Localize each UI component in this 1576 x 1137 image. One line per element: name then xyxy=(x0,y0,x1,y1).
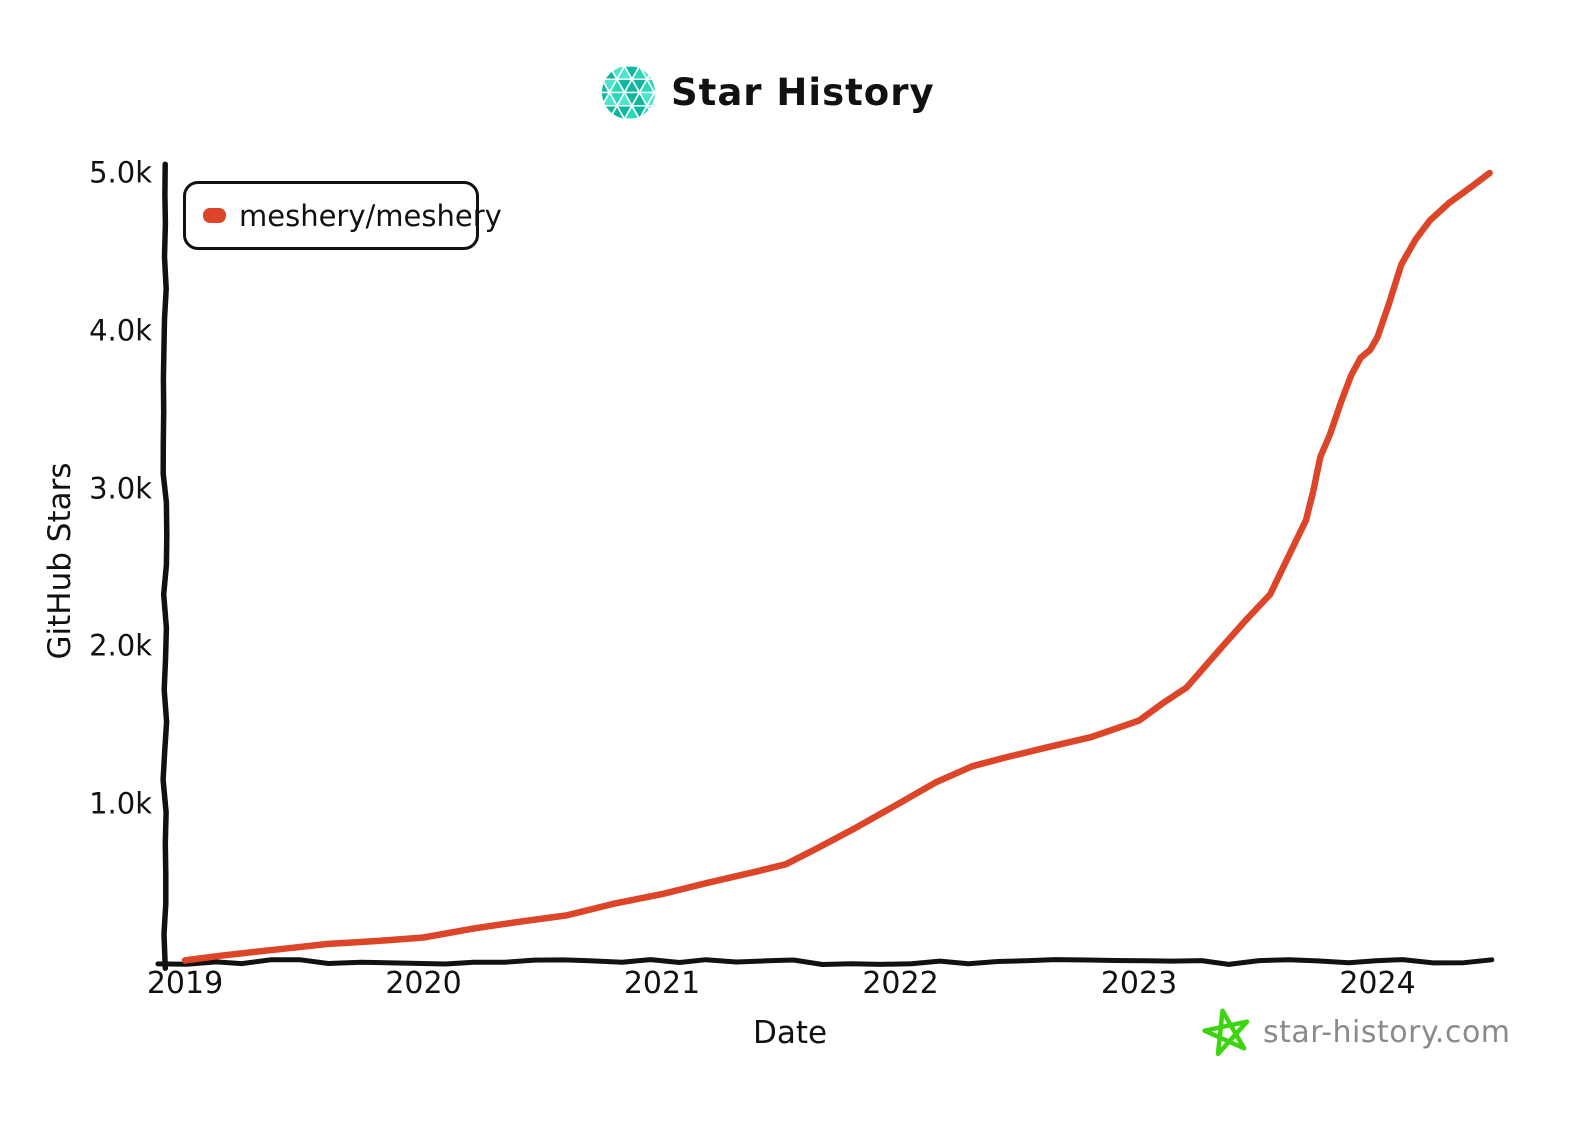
chart-header: Star History xyxy=(602,66,935,119)
x-tick-2021: 2021 xyxy=(623,966,701,1001)
page-title: Star History xyxy=(671,71,935,114)
y-tick-1.0k: 1.0k xyxy=(89,786,152,821)
y-tick-5.0k: 5.0k xyxy=(89,155,152,190)
x-tick-2023: 2023 xyxy=(1100,966,1178,1001)
star-icon xyxy=(1202,1008,1250,1057)
y-tick-2.0k: 2.0k xyxy=(89,628,152,663)
x-tick-2022: 2022 xyxy=(862,966,939,1001)
x-axis-title: Date xyxy=(752,1015,828,1051)
series-line-meshery-meshery xyxy=(181,169,1493,964)
legend-series-marker xyxy=(203,208,226,223)
y-axis-line xyxy=(160,161,170,971)
legend-series-label: meshery/meshery xyxy=(239,198,502,233)
x-tick-2019: 2019 xyxy=(146,966,224,1001)
y-tick-3.0k: 3.0k xyxy=(89,471,152,506)
x-axis-line xyxy=(155,957,1495,967)
x-tick-2024: 2024 xyxy=(1339,966,1416,1001)
star-history-logo-icon xyxy=(602,66,655,119)
legend[interactable]: meshery/meshery xyxy=(183,181,502,250)
x-tick-2020: 2020 xyxy=(385,966,462,1001)
y-axis-title: GitHub Stars xyxy=(42,462,78,660)
watermark-text: star-history.com xyxy=(1263,1014,1511,1050)
y-tick-4.0k: 4.0k xyxy=(89,313,152,348)
watermark: star-history.com xyxy=(1201,1006,1511,1058)
